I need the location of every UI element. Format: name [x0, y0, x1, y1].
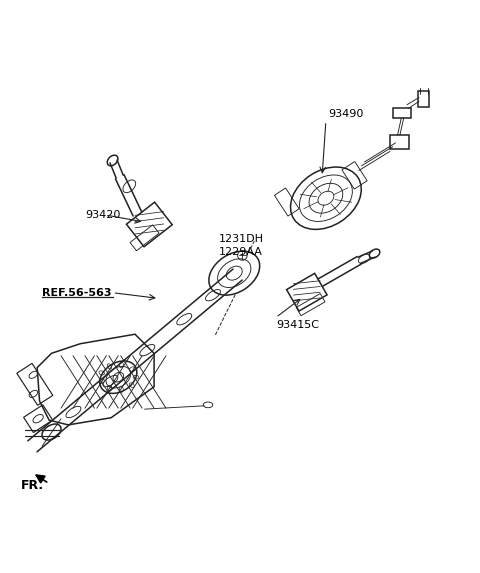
Text: REF.56-563: REF.56-563 — [42, 288, 111, 298]
Ellipse shape — [107, 155, 118, 166]
Ellipse shape — [369, 249, 380, 258]
Text: FR.: FR. — [21, 480, 44, 492]
Text: 93490: 93490 — [328, 109, 364, 119]
Text: 1231DH: 1231DH — [218, 234, 264, 244]
Text: 93415C: 93415C — [276, 320, 319, 329]
Text: 93420: 93420 — [85, 210, 120, 220]
Text: 1229AA: 1229AA — [218, 247, 263, 257]
